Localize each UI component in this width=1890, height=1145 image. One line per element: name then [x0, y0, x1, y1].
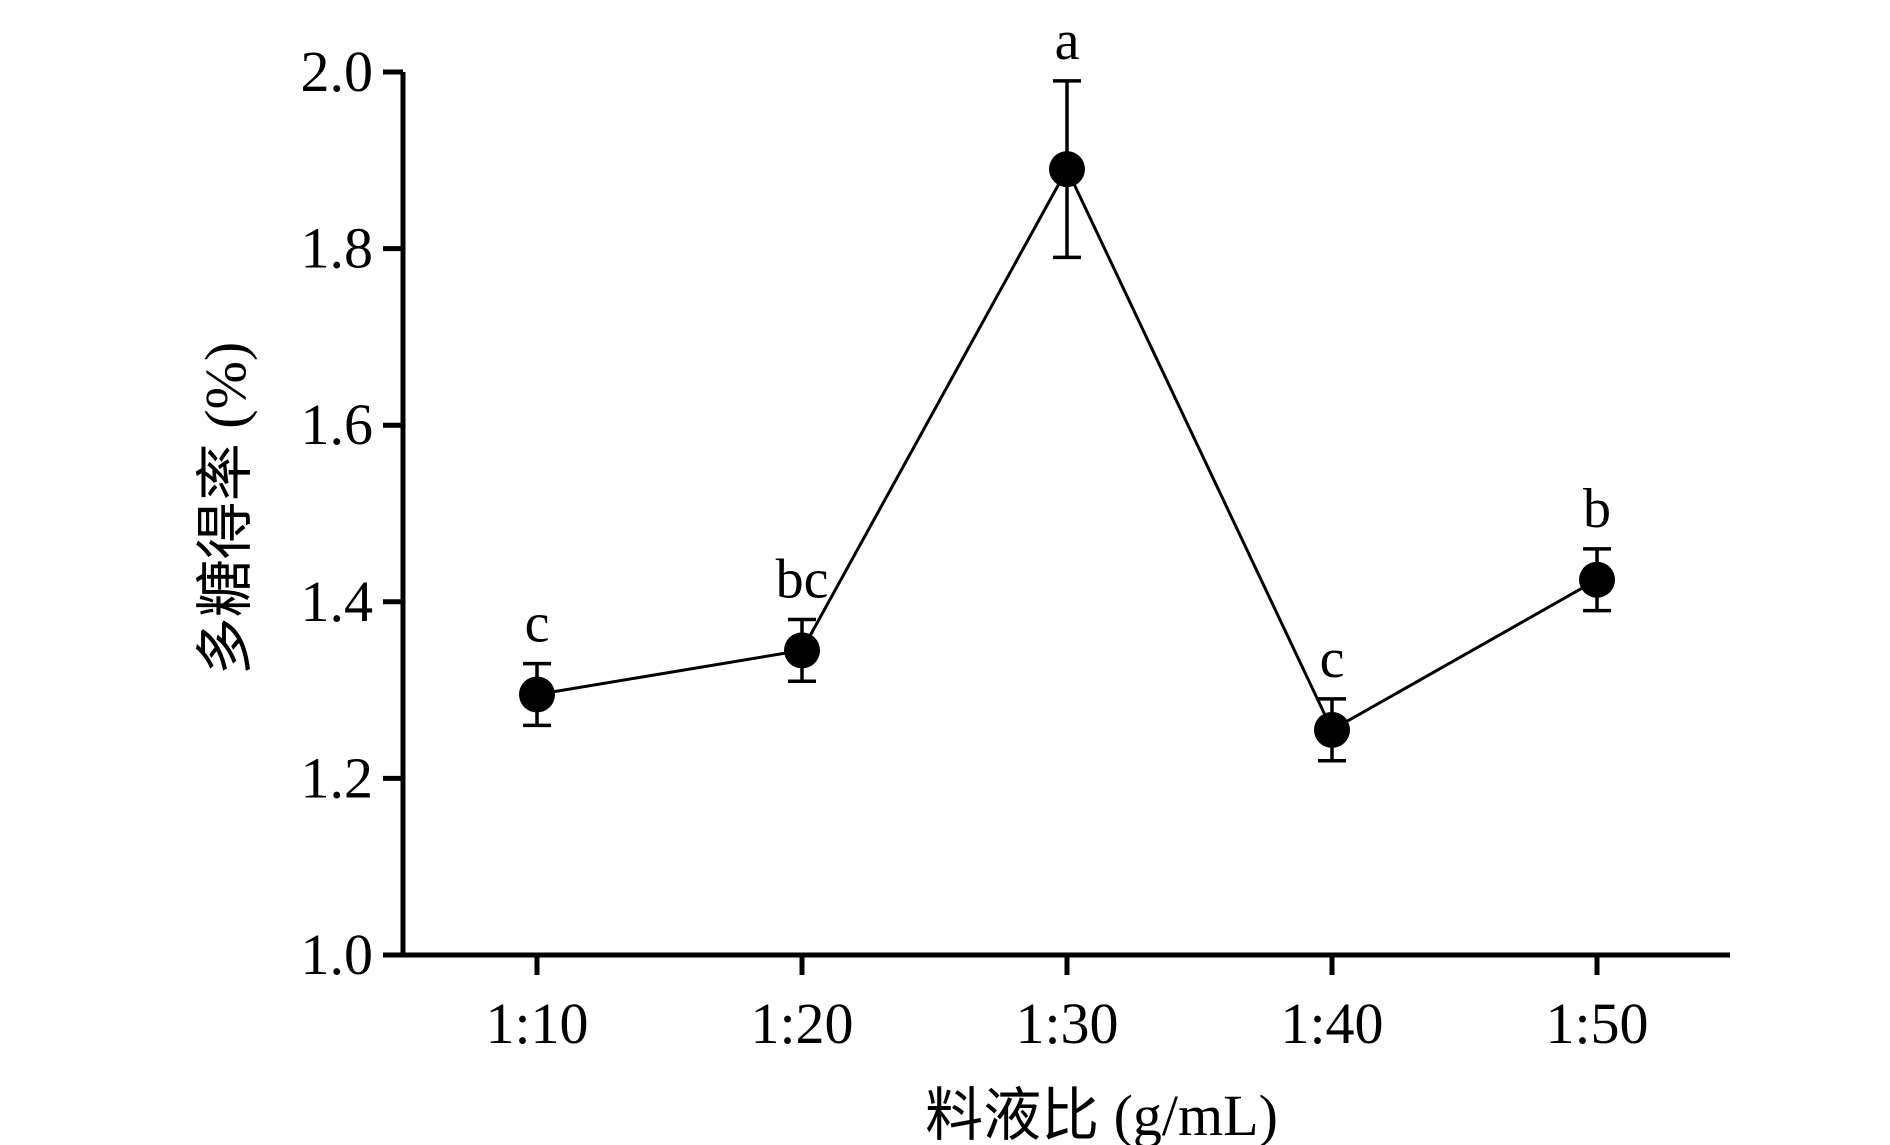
data-point	[784, 632, 820, 669]
series-layer: c bc a c b	[519, 10, 1615, 763]
significance-label: c	[525, 593, 550, 655]
x-tick-label: 1:20	[750, 991, 853, 1056]
y-tick-label: 1.4	[301, 569, 374, 634]
x-tick-label: 1:50	[1545, 991, 1648, 1056]
y-tick-label: 2.0	[301, 39, 374, 104]
y-tick-label: 1.2	[301, 745, 374, 810]
data-point	[519, 676, 555, 713]
y-tick-label: 1.6	[301, 392, 374, 457]
significance-label: b	[1583, 478, 1611, 540]
x-axis-title: 料液比 (g/mL)	[925, 1083, 1278, 1145]
x-ticks: 1:10 1:20 1:30 1:40 1:50	[485, 955, 1649, 1056]
significance-label: bc	[776, 548, 829, 610]
data-point	[1314, 711, 1350, 748]
y-axis-title: 多糖得率 (%)	[193, 342, 258, 675]
x-tick-label: 1:40	[1280, 991, 1383, 1056]
x-tick-label: 1:10	[485, 991, 588, 1056]
data-point	[1049, 151, 1085, 188]
data-point	[1579, 561, 1615, 598]
x-tick-label: 1:30	[1015, 991, 1118, 1056]
significance-label: a	[1055, 10, 1080, 72]
y-tick-label: 1.8	[301, 216, 374, 281]
y-tick-label: 1.0	[301, 922, 374, 987]
significance-label: c	[1320, 628, 1345, 690]
y-ticks: 1.0 1.2 1.4 1.6 1.8 2.0	[301, 39, 403, 987]
